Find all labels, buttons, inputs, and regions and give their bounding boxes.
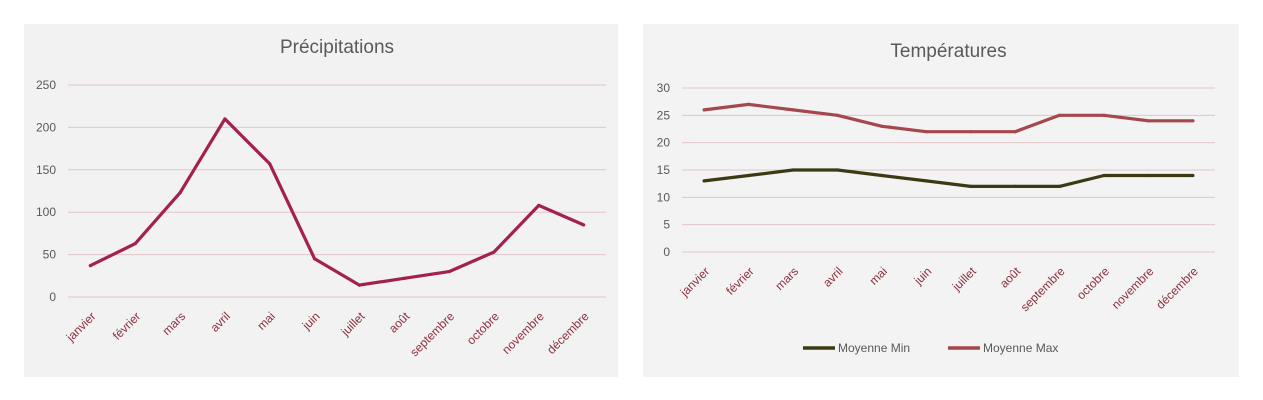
data-point bbox=[357, 283, 362, 287]
temperature-chart: Températures 0 5 10 15 20 25 30 janvier février ma… bbox=[657, 41, 1215, 355]
x-tick-label: décembre bbox=[1153, 264, 1201, 312]
data-point bbox=[447, 269, 451, 274]
x-tick-label: juillet bbox=[949, 264, 979, 294]
x-tick-label: juillet bbox=[338, 309, 368, 339]
x-tick-label: août bbox=[997, 264, 1024, 291]
x-tick-label: novembre bbox=[499, 309, 547, 357]
y-tick-label: 10 bbox=[657, 190, 671, 204]
x-tick-label: janvier bbox=[677, 264, 713, 300]
series-line bbox=[702, 102, 1195, 134]
data-point bbox=[791, 168, 795, 172]
y-tick-label: 150 bbox=[36, 163, 56, 177]
y-tick-label: 50 bbox=[43, 248, 57, 262]
data-point bbox=[702, 108, 706, 112]
data-point bbox=[924, 179, 928, 183]
x-tick-label: avril bbox=[208, 309, 233, 334]
series-line bbox=[88, 117, 586, 287]
data-point bbox=[969, 184, 973, 188]
data-point bbox=[1191, 173, 1195, 178]
x-tick-label: novembre bbox=[1109, 264, 1157, 312]
y-tick-label: 0 bbox=[663, 245, 670, 259]
data-point bbox=[880, 124, 884, 128]
data-point bbox=[537, 203, 541, 208]
x-tick-label: décembre bbox=[544, 309, 592, 357]
data-point bbox=[1102, 113, 1106, 117]
data-point bbox=[1057, 184, 1062, 188]
data-point bbox=[1146, 173, 1150, 178]
y-tick-label: 5 bbox=[663, 218, 670, 232]
precipitation-chart-panel: Précipitations 0 50 100 150 200 250 janvier févr… bbox=[24, 24, 618, 377]
x-tick-label: mars bbox=[772, 264, 801, 293]
x-tick-label: juin bbox=[299, 309, 323, 333]
y-tick-label: 15 bbox=[657, 163, 671, 177]
series-line bbox=[702, 168, 1195, 188]
data-point bbox=[1057, 113, 1062, 117]
x-tick-label: janvier bbox=[63, 309, 99, 345]
data-point bbox=[492, 250, 496, 254]
data-point bbox=[747, 173, 751, 178]
x-tick-label: février bbox=[110, 309, 143, 342]
y-tick-label: 30 bbox=[657, 81, 671, 95]
data-point bbox=[268, 162, 272, 166]
y-tick-label: 0 bbox=[49, 290, 56, 304]
data-point bbox=[924, 130, 928, 134]
x-tick-label: septembre bbox=[1018, 264, 1068, 314]
legend-label: Moyenne Min bbox=[838, 341, 910, 355]
chart-title: Précipitations bbox=[280, 37, 394, 58]
y-tick-label: 250 bbox=[36, 78, 56, 92]
precipitation-chart: Précipitations 0 50 100 150 200 250 janvier févr… bbox=[36, 37, 606, 359]
temperature-chart-panel: Températures 0 5 10 15 20 25 30 janvier février ma… bbox=[643, 24, 1239, 377]
y-tick-label: 20 bbox=[657, 136, 671, 150]
x-tick-label: février bbox=[723, 264, 756, 297]
y-tick-label: 100 bbox=[36, 205, 56, 219]
data-point bbox=[133, 241, 137, 246]
data-point bbox=[702, 179, 706, 183]
data-point bbox=[1013, 130, 1017, 134]
chart-title: Températures bbox=[890, 41, 1006, 62]
x-tick-label: avril bbox=[820, 264, 845, 289]
x-tick-label: octobre bbox=[464, 309, 502, 347]
x-tick-label: septembre bbox=[407, 309, 457, 359]
data-point bbox=[1013, 184, 1017, 188]
data-point bbox=[1146, 119, 1150, 123]
data-point bbox=[312, 257, 317, 261]
data-point bbox=[1102, 173, 1106, 178]
y-tick-label: 200 bbox=[36, 120, 56, 134]
x-tick-label: mars bbox=[159, 309, 188, 338]
data-point bbox=[178, 191, 182, 195]
y-tick-label: 25 bbox=[657, 108, 671, 122]
data-point bbox=[1191, 119, 1195, 123]
data-point bbox=[402, 276, 406, 280]
data-point bbox=[969, 130, 973, 134]
x-tick-label: mai bbox=[254, 309, 278, 333]
x-tick-label: mai bbox=[866, 264, 890, 288]
data-point bbox=[747, 102, 751, 106]
data-point bbox=[791, 108, 795, 112]
legend-label: Moyenne Max bbox=[983, 341, 1058, 355]
data-point bbox=[581, 223, 586, 227]
data-point bbox=[223, 117, 227, 121]
x-tick-label: octobre bbox=[1074, 264, 1112, 302]
data-point bbox=[835, 113, 840, 117]
data-point bbox=[88, 264, 93, 268]
x-tick-label: juin bbox=[911, 264, 935, 288]
data-point bbox=[835, 168, 840, 172]
data-point bbox=[880, 173, 884, 178]
x-tick-label: août bbox=[386, 309, 413, 336]
